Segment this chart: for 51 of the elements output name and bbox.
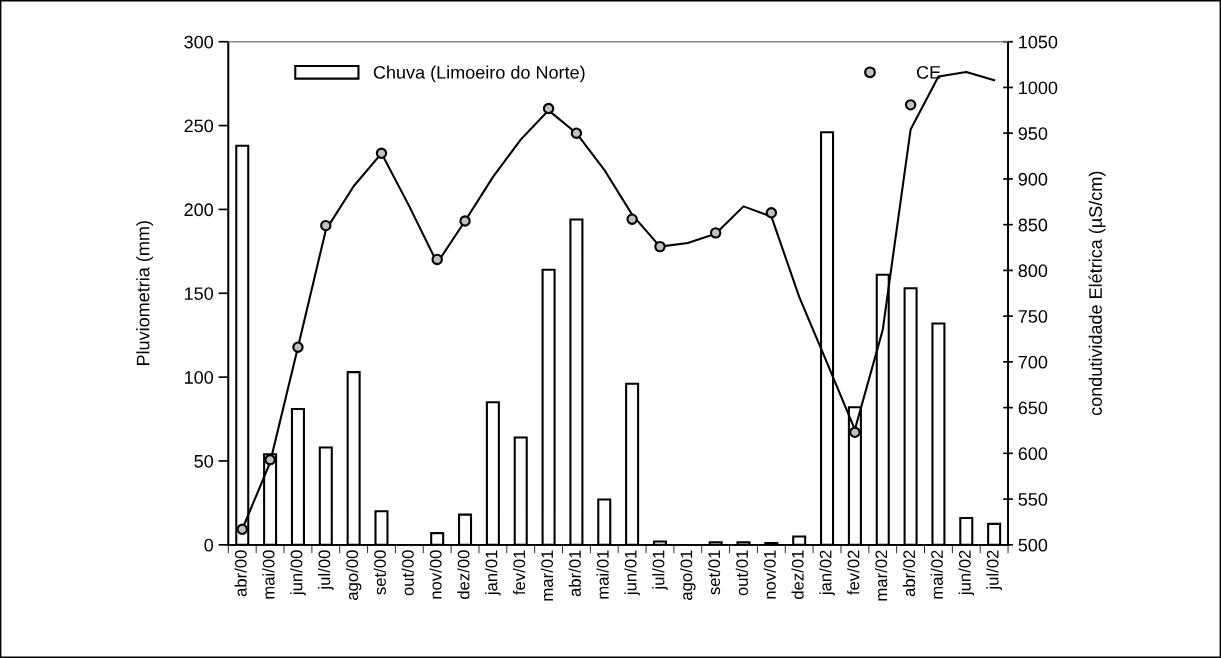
y2-axis-title: condutividade Elétrica (µS/cm) [1088, 171, 1106, 416]
x-tick-label: mai/01 [596, 550, 609, 599]
x-tick-label: fev/01 [512, 550, 526, 595]
x-tick-label: abr/00 [234, 550, 247, 597]
x-tick-label: jun/00 [290, 550, 306, 596]
y2-tick-label: 550 [1018, 493, 1048, 506]
y2-tick-label: 850 [1018, 218, 1048, 232]
x-tick-label: nov/00 [429, 550, 442, 599]
x-tick-label: nov/01 [763, 550, 776, 599]
y2-tick-label: 500 [1018, 538, 1048, 552]
x-tick-label: abr/02 [902, 550, 916, 597]
y2-tick-label: 600 [1018, 447, 1048, 461]
x-tick-label: fev/02 [847, 550, 860, 595]
y2-tick-label: 800 [1018, 264, 1048, 278]
y-tick-label: 250 [184, 119, 214, 133]
x-tick-label: ago/01 [680, 550, 696, 600]
x-tick-label: jul/00 [318, 550, 334, 590]
y2-tick-label: 650 [1018, 401, 1048, 415]
x-tick-label: out/00 [401, 550, 414, 596]
x-tick-label: mar/01 [540, 550, 554, 601]
y-tick-label: 150 [185, 287, 214, 300]
x-tick-label: set/01 [707, 550, 721, 595]
x-tick-label: jan/02 [819, 550, 835, 596]
y-tick-label: 0 [204, 538, 214, 552]
y-tick-label: 300 [184, 35, 214, 49]
y-axis-title: Pluviometria (mm) [136, 221, 154, 366]
y2-tick-label: 900 [1018, 172, 1048, 186]
legend-label: CE [916, 65, 941, 79]
x-tick-label: jul/02 [986, 550, 1002, 590]
x-tick-label: set/00 [373, 550, 386, 595]
y2-tick-label: 750 [1018, 310, 1048, 323]
y2-tick-label: 700 [1018, 355, 1048, 369]
x-tick-label: mai/02 [930, 550, 943, 599]
x-tick-label: jan/01 [485, 550, 501, 596]
x-tick-label: mar/02 [874, 550, 888, 601]
y2-tick-label: 1000 [1019, 81, 1058, 95]
x-tick-label: abr/01 [568, 550, 581, 597]
y-tick-label: 100 [185, 371, 214, 384]
y2-tick-label: 950 [1018, 127, 1048, 140]
x-tick-label: out/01 [735, 550, 748, 596]
y-tick-label: 200 [184, 203, 214, 217]
x-tick-label: mai/00 [262, 550, 275, 599]
x-tick-label: dez/00 [457, 550, 470, 600]
x-tick-label: dez/01 [791, 550, 804, 600]
x-tick-label: jun/02 [958, 550, 975, 596]
y-tick-label: 50 [194, 454, 214, 468]
x-tick-label: jun/01 [624, 550, 640, 596]
x-tick-label: jul/01 [652, 550, 668, 590]
legend-label: Chuva (Limoeiro do Norte) [373, 65, 585, 83]
y2-tick-label: 1050 [1019, 35, 1058, 49]
x-tick-label: ago/00 [345, 550, 362, 600]
